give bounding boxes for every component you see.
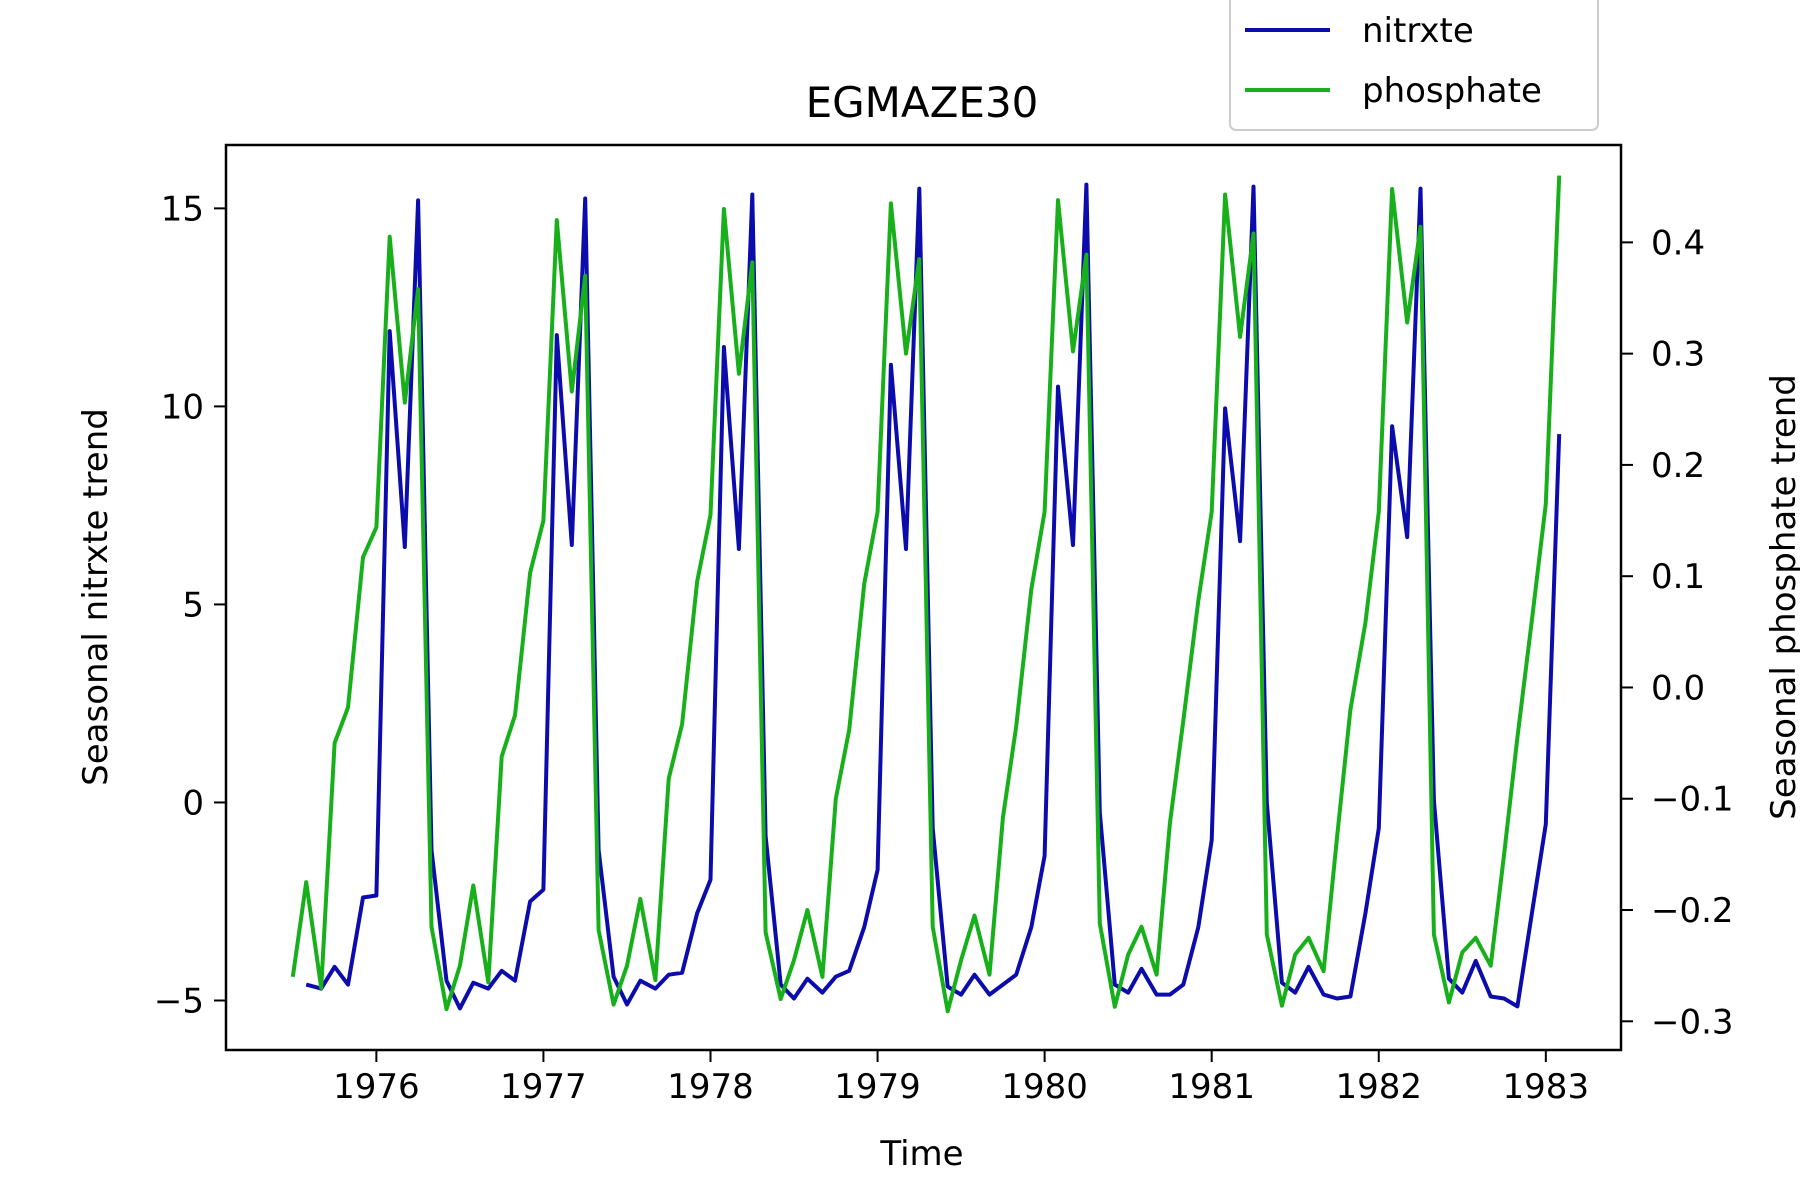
- x-tick-label-1977: 1977: [500, 1067, 587, 1107]
- legend-label-phosphate: phosphate: [1362, 71, 1542, 111]
- plot-lines: [290, 175, 1562, 1014]
- y-right-tick-label-0.3: 0.3: [1651, 335, 1705, 375]
- y-right-tick-label--0.1: −0.1: [1651, 780, 1734, 820]
- x-axis-label: Time: [879, 1134, 963, 1174]
- y-axis-right: −0.3 −0.2 −0.1 0.0 0.1 0.2 0.3 0.4: [1621, 223, 1734, 1042]
- plot-frame: [224, 143, 1623, 1052]
- y-left-tick-label--5: −5: [154, 981, 204, 1021]
- series-line-phosphate: [290, 175, 1562, 1014]
- y-right-tick-label-0.2: 0.2: [1651, 446, 1705, 486]
- y-left-tick-label-10: 10: [161, 387, 204, 427]
- y-right-tick-label-0.1: 0.1: [1651, 557, 1705, 597]
- legend-box: [1229, 0, 1599, 131]
- legend: nitrxte phosphate: [1229, 0, 1599, 131]
- x-axis: 1976 1977 1978 1979 1980 1981 1982 1983: [333, 1050, 1589, 1107]
- y-right-tick-label-0.4: 0.4: [1651, 223, 1705, 263]
- x-tick-label-1983: 1983: [1503, 1067, 1590, 1107]
- y-right-tick-label--0.2: −0.2: [1651, 891, 1734, 931]
- x-tick-label-1979: 1979: [834, 1067, 921, 1107]
- y-axis-right-label: Seasonal phosphate trend: [1764, 374, 1800, 820]
- legend-label-nitrxte: nitrxte: [1362, 11, 1474, 51]
- x-tick-label-1976: 1976: [333, 1067, 420, 1107]
- y-left-tick-label-0: 0: [182, 783, 204, 823]
- y-left-tick-label-5: 5: [182, 585, 204, 625]
- chart-title: EGMAZE30: [806, 78, 1039, 127]
- y-axis-left-label: Seasonal nitrxte trend: [76, 408, 116, 786]
- x-tick-label-1980: 1980: [1001, 1067, 1088, 1107]
- y-axis-left: −5 0 5 10 15: [154, 189, 226, 1021]
- x-tick-label-1982: 1982: [1335, 1067, 1422, 1107]
- y-right-tick-label--0.3: −0.3: [1651, 1002, 1734, 1042]
- x-tick-label-1981: 1981: [1168, 1067, 1255, 1107]
- y-right-tick-label-0: 0.0: [1651, 668, 1705, 708]
- y-left-tick-label-15: 15: [161, 189, 204, 229]
- x-tick-label-1978: 1978: [667, 1067, 754, 1107]
